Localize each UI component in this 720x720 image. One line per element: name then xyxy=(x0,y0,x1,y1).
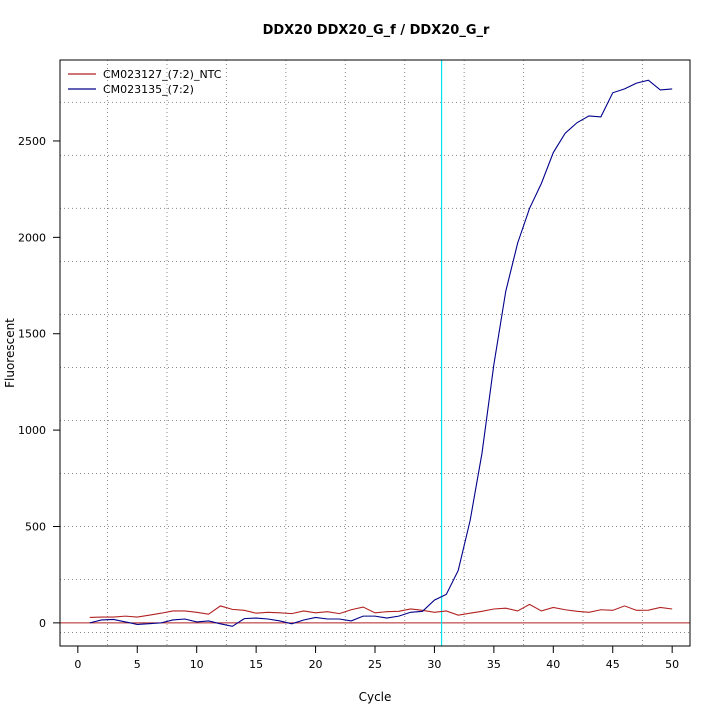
grid xyxy=(60,60,690,646)
reference-lines xyxy=(60,60,690,646)
x-tick-label: 10 xyxy=(190,658,204,671)
x-tick-label: 5 xyxy=(134,658,141,671)
chart-title: DDX20 DDX20_G_f / DDX20_G_r xyxy=(263,23,490,38)
x-tick-label: 40 xyxy=(546,658,560,671)
plot-area xyxy=(59,59,691,647)
series-line-2 xyxy=(89,79,673,627)
x-tick-label: 45 xyxy=(606,658,620,671)
x-tick-label: 30 xyxy=(427,658,441,671)
y-tick-label: 0 xyxy=(39,617,46,630)
x-tick-label: 0 xyxy=(74,658,81,671)
series-lines xyxy=(89,79,673,627)
x-tick-label: 20 xyxy=(309,658,323,671)
x-axis: 0 5 10 15 20 25 30 35 40 45 50 xyxy=(74,645,679,671)
series-line-1 xyxy=(89,603,673,619)
x-tick-label: 25 xyxy=(368,658,382,671)
x-tick-label: 35 xyxy=(487,658,501,671)
legend-label: CM023127_(7:2)_NTC xyxy=(103,68,222,81)
y-axis: 0 500 1000 1500 2000 2500 xyxy=(18,135,61,630)
y-tick-label: 1000 xyxy=(18,424,46,437)
y-tick-label: 500 xyxy=(25,520,46,533)
y-tick-label: 2500 xyxy=(18,135,46,148)
y-tick-label: 2000 xyxy=(18,231,46,244)
x-tick-label: 50 xyxy=(665,658,679,671)
legend: CM023127_(7:2)_NTC CM023135_(7:2) xyxy=(68,68,222,96)
y-tick-label: 1500 xyxy=(18,328,46,341)
legend-label: CM023135_(7:2) xyxy=(103,83,194,96)
y-axis-label: Fluorescent xyxy=(3,318,17,388)
x-tick-label: 15 xyxy=(249,658,263,671)
x-axis-label: Cycle xyxy=(359,690,392,704)
